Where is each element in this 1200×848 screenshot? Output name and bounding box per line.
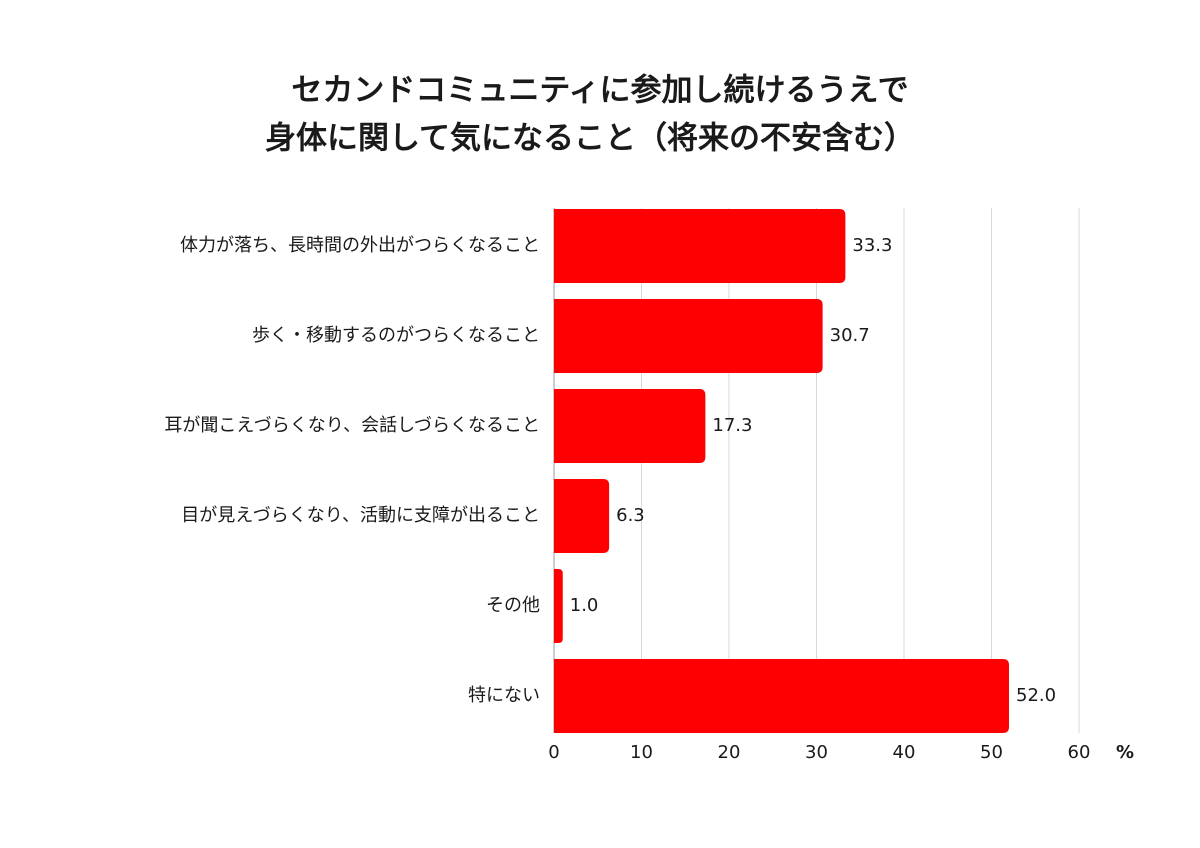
- x-tick-label: 30: [805, 742, 828, 763]
- bar: [554, 659, 1009, 733]
- value-label: 17.3: [712, 415, 752, 436]
- bar: [554, 299, 823, 373]
- x-tick-label: 60: [1068, 742, 1091, 763]
- y-tick-label: その他: [486, 595, 540, 616]
- bar: [554, 389, 706, 463]
- bar: [554, 569, 563, 643]
- y-tick-label: 体力が落ち、長時間の外出がつらくなること: [180, 235, 540, 256]
- chart-title: セカンドコミュニティに参加し続けるうえで: [291, 73, 908, 109]
- y-tick-label: 歩く・移動するのがつらくなること: [252, 325, 540, 346]
- x-tick-label: 50: [980, 742, 1003, 763]
- value-label: 6.3: [616, 505, 645, 526]
- x-tick-label: 0: [548, 742, 559, 763]
- y-tick-label: 耳が聞こえづらくなり、会話しづらくなること: [164, 415, 540, 436]
- x-unit: %: [1116, 742, 1134, 763]
- value-label: 30.7: [830, 325, 870, 346]
- bar: [554, 479, 610, 553]
- y-tick-label: 目が見えづらくなり、活動に支障が出ること: [181, 505, 540, 526]
- x-tick-label: 20: [718, 742, 741, 763]
- y-tick-label: 特にない: [468, 685, 540, 706]
- x-tick-label: 40: [893, 742, 916, 763]
- value-label: 52.0: [1016, 685, 1056, 706]
- value-label: 1.0: [570, 595, 599, 616]
- x-tick-label: 10: [630, 742, 653, 763]
- bar: [554, 209, 846, 283]
- chart-title: 身体に関して気になること（将来の不安含む）: [265, 121, 915, 157]
- value-label: 33.3: [852, 235, 892, 256]
